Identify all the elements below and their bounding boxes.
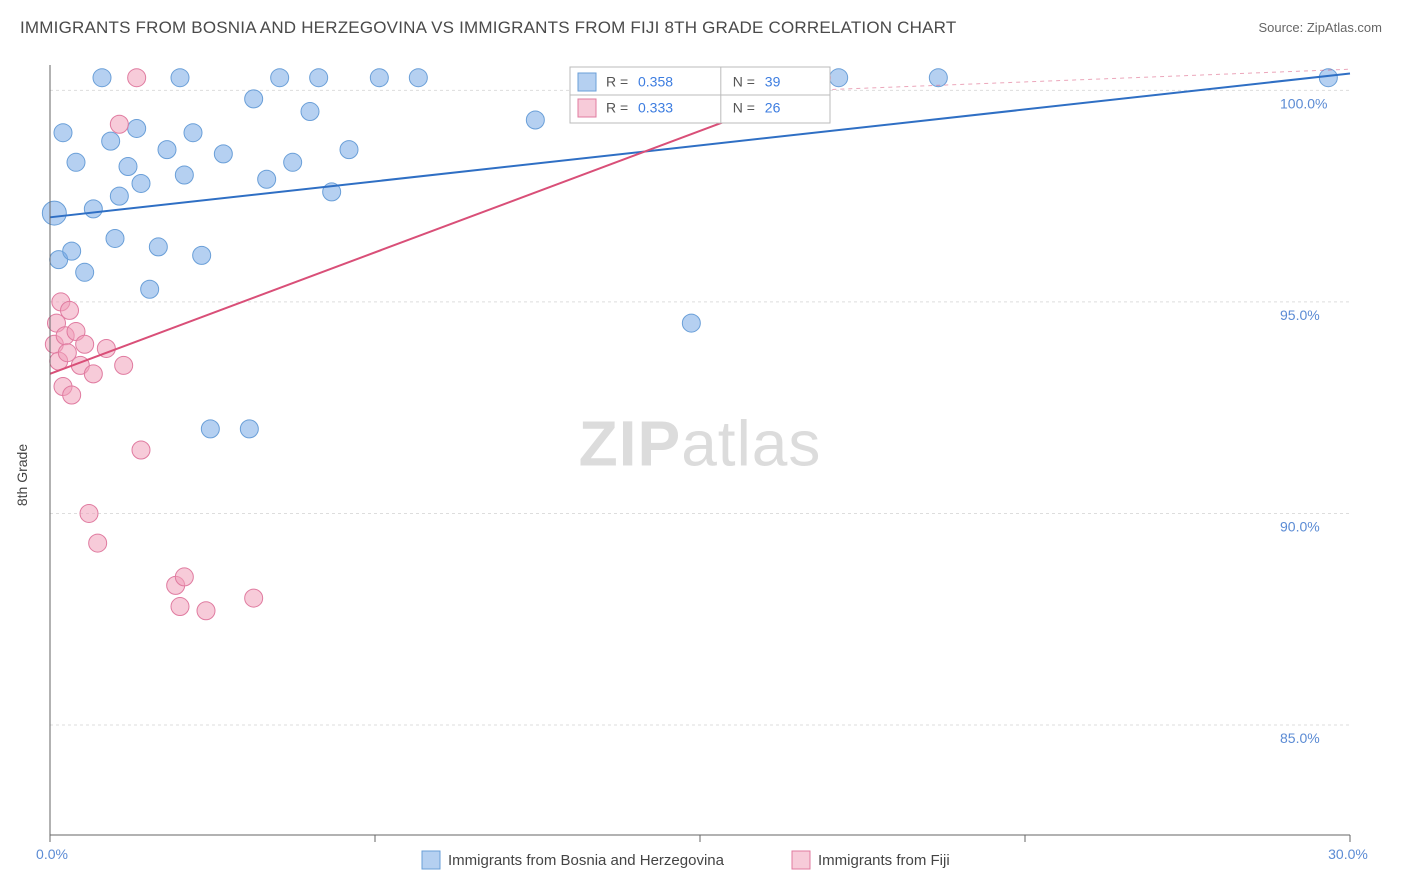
data-point <box>132 174 150 192</box>
y-tick-label: 95.0% <box>1280 307 1320 323</box>
data-point <box>197 602 215 620</box>
data-point <box>284 153 302 171</box>
chart-title: IMMIGRANTS FROM BOSNIA AND HERZEGOVINA V… <box>20 18 956 38</box>
data-point <box>84 200 102 218</box>
data-point <box>93 69 111 87</box>
data-point <box>340 141 358 159</box>
correlation-legend: R = 0.358 N = 39 R = 0.333 N = 26 <box>570 67 830 123</box>
data-point <box>310 69 328 87</box>
data-point <box>102 132 120 150</box>
source-attribution: Source: ZipAtlas.com <box>1258 20 1382 35</box>
data-point <box>201 420 219 438</box>
data-point <box>63 386 81 404</box>
source-prefix: Source: <box>1258 20 1306 35</box>
data-point <box>175 568 193 586</box>
legend-n-label: N = <box>733 74 755 90</box>
data-point <box>80 504 98 522</box>
y-tick-label: 90.0% <box>1280 518 1320 534</box>
x-tick-label: 30.0% <box>1328 846 1368 862</box>
data-point <box>184 124 202 142</box>
data-point <box>132 441 150 459</box>
correlation-scatter-chart: 85.0% 90.0% 95.0% 100.0% ZIPatlas 0.0% 30.0% R … <box>0 55 1406 892</box>
source-link[interactable]: ZipAtlas.com <box>1307 20 1382 35</box>
y-tick-label: 100.0% <box>1280 95 1327 111</box>
data-point <box>214 145 232 163</box>
series-legend: Immigrants from Bosnia and Herzegovina Im… <box>422 851 950 869</box>
data-point <box>929 69 947 87</box>
data-point <box>158 141 176 159</box>
data-point <box>258 170 276 188</box>
chart-container: 8th Grade 85.0% 90.0% 95.0% 100.0% ZIPatlas 0… <box>0 55 1406 892</box>
data-point <box>1319 69 1337 87</box>
data-point <box>370 69 388 87</box>
data-point <box>84 365 102 383</box>
data-point <box>128 69 146 87</box>
y-axis-label: 8th Grade <box>14 444 30 506</box>
data-point <box>42 201 66 225</box>
legend-n-value: 39 <box>765 74 781 90</box>
y-tick-label: 85.0% <box>1280 730 1320 746</box>
data-point <box>76 335 94 353</box>
data-point <box>115 356 133 374</box>
data-point <box>110 187 128 205</box>
legend-n-value: 26 <box>765 100 781 116</box>
data-point <box>271 69 289 87</box>
legend-swatch <box>578 73 596 91</box>
legend-swatch <box>422 851 440 869</box>
data-point <box>175 166 193 184</box>
data-point <box>409 69 427 87</box>
data-point <box>110 115 128 133</box>
data-point <box>526 111 544 129</box>
data-point <box>67 153 85 171</box>
data-point <box>76 263 94 281</box>
data-point <box>240 420 258 438</box>
data-point <box>128 119 146 137</box>
data-point <box>171 598 189 616</box>
data-point <box>171 69 189 87</box>
legend-r-label: R = <box>606 100 628 116</box>
legend-series-label: Immigrants from Fiji <box>818 852 950 869</box>
data-point <box>61 301 79 319</box>
legend-n-label: N = <box>733 100 755 116</box>
legend-series-label: Immigrants from Bosnia and Herzegovina <box>448 852 725 869</box>
data-point <box>141 280 159 298</box>
data-point <box>89 534 107 552</box>
data-point <box>54 124 72 142</box>
x-tick-label: 0.0% <box>36 846 68 862</box>
data-point <box>301 103 319 121</box>
legend-r-value: 0.333 <box>638 100 673 116</box>
data-point <box>106 229 124 247</box>
data-point <box>245 589 263 607</box>
data-point <box>149 238 167 256</box>
data-point <box>245 90 263 108</box>
legend-swatch <box>578 99 596 117</box>
svg-text:ZIPatlas: ZIPatlas <box>579 407 822 479</box>
legend-swatch <box>792 851 810 869</box>
watermark: ZIPatlas <box>579 407 822 479</box>
data-point <box>63 242 81 260</box>
legend-r-value: 0.358 <box>638 74 673 90</box>
data-point <box>682 314 700 332</box>
data-point <box>119 158 137 176</box>
legend-r-label: R = <box>606 74 628 90</box>
data-point <box>830 69 848 87</box>
data-point <box>193 246 211 264</box>
